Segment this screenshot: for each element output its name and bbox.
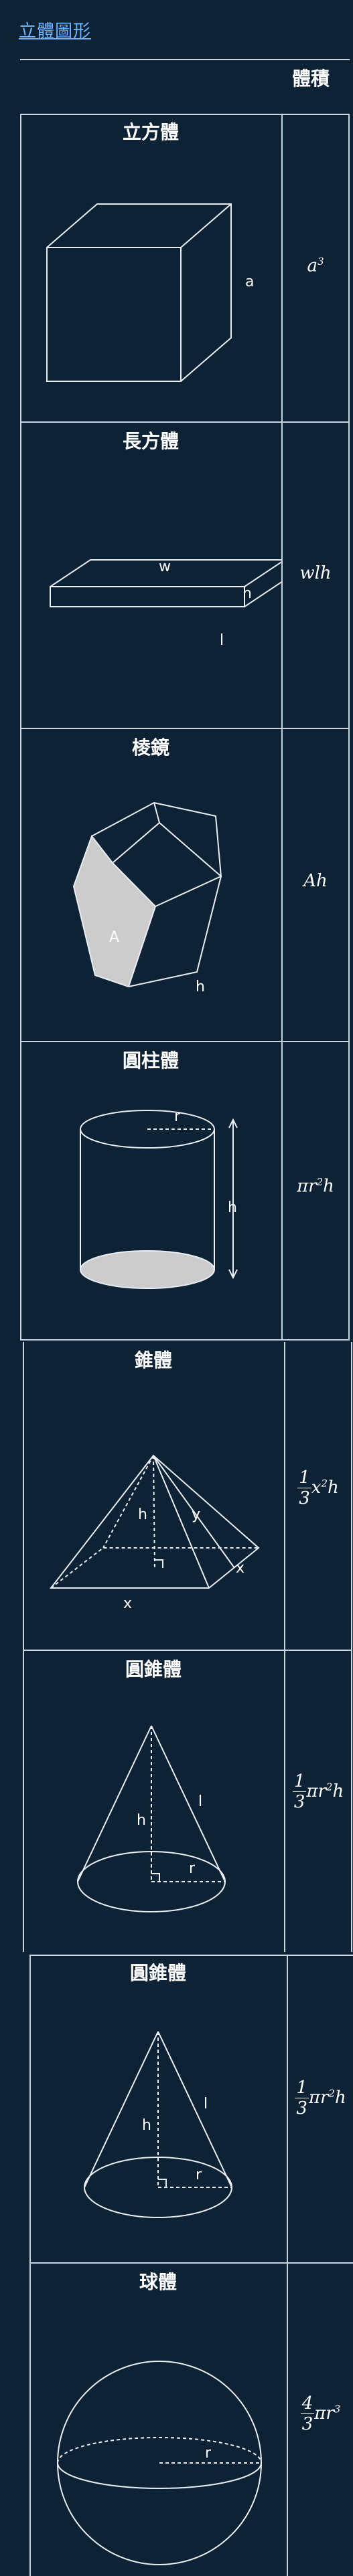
row-column-divider — [287, 1955, 288, 2264]
row-left-border — [29, 2264, 31, 2576]
cone-label-h: h — [137, 1812, 146, 1829]
shape-name: 立方體 — [122, 121, 179, 143]
row-right-border — [351, 1342, 352, 1651]
row-column-divider — [281, 1042, 283, 1341]
pyramid-formula: 1 3 x2h — [297, 1468, 339, 1508]
row-right-border — [348, 1042, 350, 1341]
row-right-border — [348, 729, 350, 1042]
shape-name: 圓柱體 — [122, 1050, 179, 1072]
row-bottom-border — [29, 2262, 353, 2264]
pyramid-label-x-side: x — [236, 1560, 244, 1577]
cuboid-label-l: l — [220, 632, 224, 649]
row-left-border — [20, 1042, 21, 1341]
cube-formula: a3 — [307, 256, 324, 276]
row-column-divider — [287, 2264, 288, 2576]
row-right-border — [348, 423, 350, 729]
shape-name: 長方體 — [122, 430, 179, 452]
cuboid-label-w: w — [159, 559, 171, 575]
table-row-pyramid: 錐體 h y x x 1 3 x2h — [23, 1342, 352, 1651]
cylinder-figure: r h — [80, 1108, 238, 1289]
pyramid-figure: h y x x — [49, 1454, 260, 1612]
cone-label-l: l — [198, 1793, 202, 1810]
cuboid-formula: wlh — [299, 563, 332, 583]
table-row-cone: 圓錐體 h l r 1 3 πr2h — [23, 1651, 352, 1952]
shape-name: 棱鏡 — [131, 736, 169, 759]
prism-formula: Ah — [303, 871, 328, 891]
row-left-border — [20, 423, 21, 729]
cylinder-formula: πr2h — [297, 1176, 334, 1197]
table-top-border — [20, 59, 350, 60]
row-bottom-border — [20, 728, 350, 729]
table-row-cube: 立方體 a a3 — [20, 114, 350, 423]
cube-figure: a — [46, 203, 254, 382]
cone2-label-r: r — [196, 2167, 202, 2183]
table-row-cone-2: 圓錐體 h l r 1 3 πr2h — [29, 1955, 353, 2264]
row-right-border — [348, 114, 350, 423]
row-column-divider — [284, 1342, 285, 1651]
row-top-border — [29, 1955, 353, 1956]
row-column-divider — [281, 729, 283, 1042]
page-title-link[interactable]: 立體圖形 — [19, 21, 92, 41]
table-row-cylinder: 圓柱體 r h πr2h — [20, 1042, 350, 1341]
cone-figure-2: h l r — [84, 2031, 232, 2218]
cone-label-r: r — [189, 1860, 196, 1877]
shape-name: 圓錐體 — [125, 1658, 182, 1680]
table-header-divider — [20, 114, 350, 115]
row-right-border — [351, 1651, 352, 1952]
cone-2-formula: 1 3 πr2h — [295, 2078, 346, 2118]
prism-label-h: h — [196, 979, 205, 995]
row-column-divider — [281, 114, 283, 423]
table-row-cuboid: 長方體 w h l wlh — [20, 423, 350, 729]
cone-formula: 1 3 πr2h — [292, 1771, 344, 1812]
prism-figure: A h — [72, 801, 222, 995]
row-column-divider — [281, 423, 283, 729]
sphere-formula: 4 3 πr3 — [300, 2393, 341, 2434]
sphere-figure: r — [57, 2361, 262, 2565]
row-left-border — [20, 729, 21, 1042]
cylinder-label-h: h — [228, 1199, 237, 1216]
pyramid-label-y: y — [192, 1506, 200, 1523]
pyramid-label-h: h — [138, 1506, 147, 1523]
row-bottom-border — [23, 1650, 352, 1651]
cylinder-label-r: r — [174, 1108, 181, 1125]
row-bottom-border — [20, 1041, 350, 1042]
cone-figure: h l r — [77, 1725, 226, 1912]
prism-label-A: A — [109, 929, 119, 946]
shape-name: 錐體 — [134, 1349, 172, 1371]
row-column-divider — [284, 1651, 285, 1952]
sphere-label-r: r — [205, 2445, 212, 2462]
shape-name: 球體 — [139, 2271, 177, 2293]
cuboid-figure: w h l — [50, 559, 281, 649]
shape-name: 圓錐體 — [129, 1962, 186, 1984]
cuboid-label-h: h — [242, 585, 252, 602]
cone2-label-h: h — [142, 2117, 151, 2134]
row-bottom-border — [20, 421, 350, 423]
table-row-prism: 棱鏡 A h Ah — [20, 729, 350, 1042]
row-left-border — [29, 1955, 31, 2264]
cone2-label-l: l — [204, 2096, 208, 2112]
table-row-sphere: 球體 r 4 3 πr3 — [29, 2264, 353, 2576]
row-left-border — [23, 1651, 24, 1952]
row-left-border — [20, 114, 21, 423]
row-left-border — [23, 1342, 24, 1651]
volume-column-header: 體積 — [292, 68, 330, 90]
row-bottom-border — [20, 1339, 350, 1341]
pyramid-label-x-base: x — [123, 1595, 132, 1612]
cube-label-a: a — [245, 274, 254, 290]
